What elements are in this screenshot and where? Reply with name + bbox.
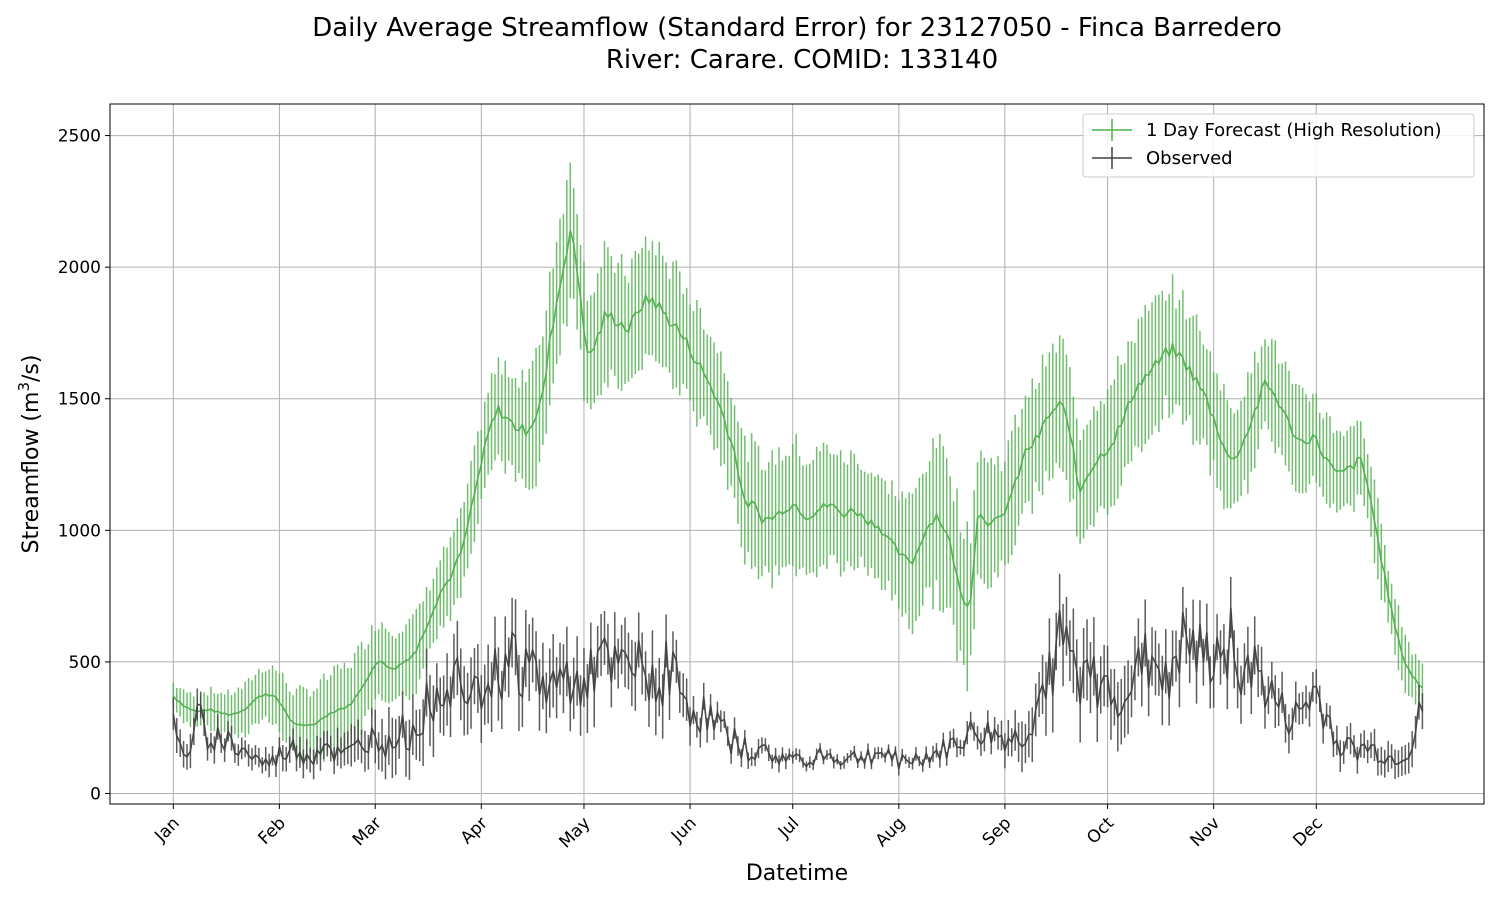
series-line [172,230,1423,727]
legend-label-forecast: 1 Day Forecast (High Resolution) [1146,120,1442,141]
plot-frame [109,103,1485,805]
legend-marker-forecast [1092,119,1132,141]
chart-title-line-2: River: Carare. COMID: 133140 [606,45,998,75]
y-tick-label: 2500 [58,127,101,147]
y-tick-label: 1500 [58,390,101,410]
series-layer [172,162,1424,780]
series-observed [172,573,1424,780]
legend-marker-observed [1092,147,1132,169]
series-forecast [172,162,1424,764]
y-axis-label-superscript: 3 [15,382,33,392]
y-axis-label-tail: /s) [19,355,44,382]
chart-title-line-1: Daily Average Streamflow (Standard Error… [312,13,1282,43]
legend: 1 Day Forecast (High Resolution) Observe… [1082,113,1475,178]
y-tick-label: 500 [69,653,101,673]
legend-box [1082,113,1475,178]
y-tick-label: 2000 [58,258,101,278]
y-axis-label: Streamflow (m3/s) [15,355,44,554]
y-axis-label-main: Streamflow (m [19,392,44,554]
y-tick-label: 0 [90,784,101,804]
legend-label-observed: Observed [1146,148,1233,169]
series-line [172,607,1424,770]
y-tick-label: 1000 [58,521,101,541]
x-axis-label: Datetime [746,861,848,886]
